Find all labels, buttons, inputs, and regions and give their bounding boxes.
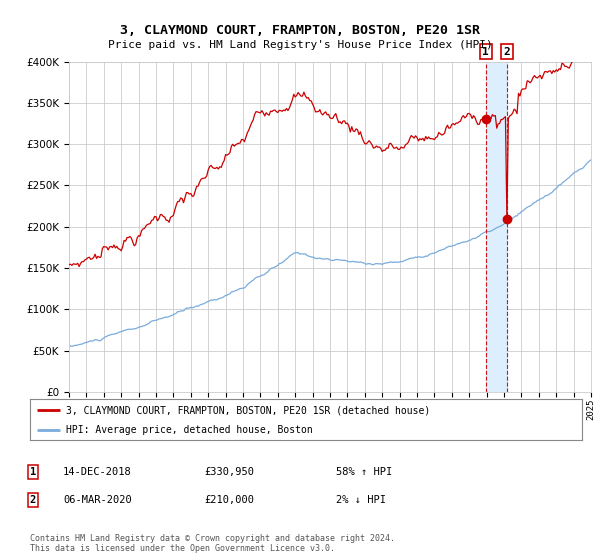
Text: 3, CLAYMOND COURT, FRAMPTON, BOSTON, PE20 1SR: 3, CLAYMOND COURT, FRAMPTON, BOSTON, PE2… [120,24,480,38]
Text: 2: 2 [504,46,511,57]
Text: 14-DEC-2018: 14-DEC-2018 [63,467,132,477]
Text: 06-MAR-2020: 06-MAR-2020 [63,495,132,505]
Text: 2% ↓ HPI: 2% ↓ HPI [336,495,386,505]
Text: 1: 1 [482,46,489,57]
Text: 3, CLAYMOND COURT, FRAMPTON, BOSTON, PE20 1SR (detached house): 3, CLAYMOND COURT, FRAMPTON, BOSTON, PE2… [66,405,430,415]
Text: 1: 1 [30,467,36,477]
Text: 2: 2 [30,495,36,505]
Text: £330,950: £330,950 [204,467,254,477]
Bar [486,62,507,392]
Text: Price paid vs. HM Land Registry's House Price Index (HPI): Price paid vs. HM Land Registry's House … [107,40,493,50]
Text: HPI: Average price, detached house, Boston: HPI: Average price, detached house, Bost… [66,426,313,435]
Text: Contains HM Land Registry data © Crown copyright and database right 2024.
This d: Contains HM Land Registry data © Crown c… [30,534,395,553]
Text: 58% ↑ HPI: 58% ↑ HPI [336,467,392,477]
Text: £210,000: £210,000 [204,495,254,505]
